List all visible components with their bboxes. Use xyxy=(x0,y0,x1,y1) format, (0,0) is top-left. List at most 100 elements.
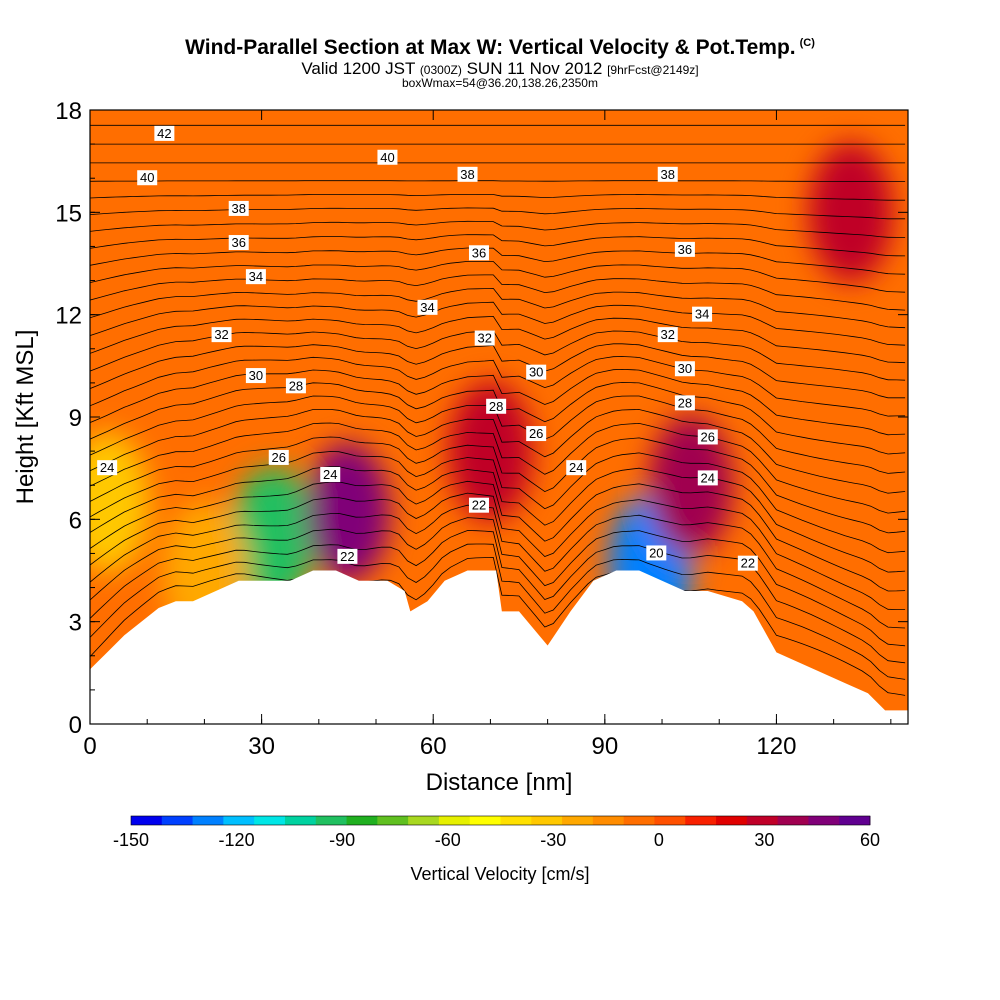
contour-label: 32 xyxy=(657,327,678,343)
velocity-feature xyxy=(648,415,733,556)
y-axis-title: Height [Kft MSL] xyxy=(12,330,39,505)
contour-label-text: 38 xyxy=(460,167,474,182)
theta-contour-line xyxy=(90,356,906,417)
theta-contour-labels: 42 40 40 38 38 38 36 36 36 34 34 34 32 32 32 30 30 30 28 28… xyxy=(97,125,758,571)
contour-label: 28 xyxy=(486,398,507,414)
colorbar-segment xyxy=(500,816,532,825)
theta-contour-line xyxy=(90,466,906,573)
contour-label-text: 36 xyxy=(678,242,692,257)
y-tick-label: 18 xyxy=(55,98,82,125)
theta-contour-line xyxy=(90,247,906,275)
contour-label-bg xyxy=(457,166,478,182)
contour-label-bg xyxy=(526,426,547,442)
theta-contour-line xyxy=(90,451,906,554)
colorbar-segment xyxy=(562,816,594,825)
contour-label: 36 xyxy=(674,241,695,257)
contour-label-bg xyxy=(692,306,713,322)
colorbar-title: Vertical Velocity [cm/s] xyxy=(410,864,589,884)
contour-label-bg xyxy=(486,398,507,414)
contour-label-text: 32 xyxy=(477,331,491,346)
contour-label-text: 24 xyxy=(100,460,114,475)
colorbar-segment xyxy=(438,816,471,825)
theta-contour-line xyxy=(90,517,906,647)
contour-label-text: 22 xyxy=(340,549,354,564)
x-axis-title: Distance [nm] xyxy=(426,769,573,796)
contour-label: 22 xyxy=(468,497,489,513)
theta-contour-line xyxy=(90,287,906,329)
contour-label-text: 42 xyxy=(157,126,171,141)
colorbar-segment xyxy=(531,816,563,825)
contour-label-bg xyxy=(697,470,718,486)
theta-contour-line xyxy=(90,180,906,182)
y-tick-label: 0 xyxy=(69,712,82,739)
colorbar-tick-label: -60 xyxy=(435,830,461,850)
contour-label: 32 xyxy=(211,327,232,343)
contour-label: 34 xyxy=(417,299,438,315)
contour-label-bg xyxy=(337,548,358,564)
contour-label-text: 20 xyxy=(649,545,663,560)
colorbar-segment xyxy=(377,816,409,825)
contour-label: 22 xyxy=(337,548,358,564)
contour-label-bg xyxy=(674,361,695,377)
theta-contour-line xyxy=(90,492,906,610)
contour-label-text: 38 xyxy=(231,201,245,216)
theta-contour-line xyxy=(90,207,906,220)
contour-label: 26 xyxy=(526,426,547,442)
theta-contour-line xyxy=(90,220,906,238)
colorbar-segment xyxy=(654,816,686,825)
contour-label-text: 24 xyxy=(569,460,583,475)
contour-label-bg xyxy=(97,460,118,476)
contour-label-text: 32 xyxy=(214,327,228,342)
colorbar-segment xyxy=(254,816,286,825)
contour-label-bg xyxy=(211,327,232,343)
theta-contour-line xyxy=(90,480,906,592)
contour-label-text: 22 xyxy=(741,556,755,571)
contour-label-bg xyxy=(320,466,341,482)
title-text: Wind-Parallel Section at Max W: Vertical… xyxy=(185,36,796,59)
colorbar-segment xyxy=(131,816,163,825)
colorbar-segment xyxy=(716,816,748,825)
colorbar-tick-label: 60 xyxy=(860,830,880,850)
contour-label-bg xyxy=(566,460,587,476)
theta-contour-line xyxy=(90,422,906,514)
contour-label-bg xyxy=(285,378,306,394)
theta-contour-line xyxy=(90,530,906,664)
contour-label-text: 34 xyxy=(420,300,434,315)
theta-contour-line xyxy=(90,343,906,399)
contour-label: 42 xyxy=(154,125,175,141)
colorbar-segment xyxy=(192,816,224,825)
contour-label-text: 22 xyxy=(472,498,486,513)
contour-label-text: 40 xyxy=(140,170,154,185)
contour-label: 24 xyxy=(697,470,718,486)
contour-label-bg xyxy=(268,449,289,465)
y-tick-label: 15 xyxy=(55,200,82,227)
contour-label-bg xyxy=(154,125,175,141)
colorbar-tick-label: 0 xyxy=(654,830,664,850)
x-tick-label: 30 xyxy=(248,733,275,760)
contour-label: 32 xyxy=(474,330,495,346)
theta-contour-line xyxy=(90,395,906,474)
contour-label: 20 xyxy=(646,545,667,561)
y-tick-label: 9 xyxy=(69,405,82,432)
contour-label-text: 36 xyxy=(231,235,245,250)
contour-label: 22 xyxy=(737,555,758,571)
contour-label-text: 36 xyxy=(472,245,486,260)
terrain-mask xyxy=(90,570,908,724)
x-tick-label: 0 xyxy=(83,733,96,760)
contour-label: 38 xyxy=(657,166,678,182)
contour-label-bg xyxy=(228,235,249,251)
contour-label-bg xyxy=(417,299,438,315)
colorbar-segment xyxy=(315,816,347,825)
contour-label-bg xyxy=(657,166,678,182)
theta-contour-line xyxy=(90,504,906,629)
colorbar-segment xyxy=(777,816,809,825)
colorbar-segment xyxy=(161,816,193,825)
theta-contour-line xyxy=(90,274,906,311)
contour-label-text: 30 xyxy=(529,365,543,380)
contour-label-text: 30 xyxy=(678,361,692,376)
contour-label-bg xyxy=(228,200,249,216)
contour-label: 24 xyxy=(97,460,118,476)
theta-contour-line xyxy=(90,409,906,494)
x-tick-label: 60 xyxy=(420,733,447,760)
contour-label-bg xyxy=(377,149,398,165)
